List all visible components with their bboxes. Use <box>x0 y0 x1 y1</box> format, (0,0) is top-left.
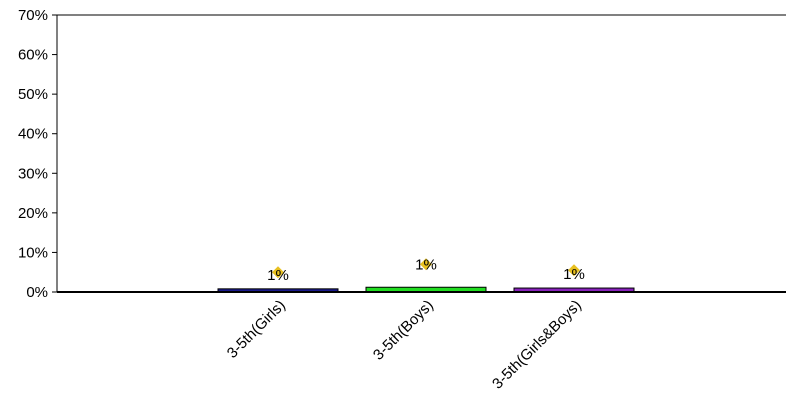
x-tick-label: 3-5th(Boys) <box>370 297 437 364</box>
data-labels-group: 1% 1% 1% <box>267 256 585 284</box>
y-tick-label: 10% <box>18 244 48 261</box>
y-axis-ticks: 0% 10% 20% 30% 40% 50% 60% 70% <box>18 7 57 301</box>
markers-group <box>272 258 580 279</box>
x-tick-label: 3-5th(Girls&Boys) <box>489 297 585 393</box>
y-tick-label: 30% <box>18 165 48 182</box>
y-tick-label: 70% <box>18 7 48 24</box>
y-tick-label: 60% <box>18 47 48 64</box>
data-label: 1% <box>415 256 437 273</box>
marker-diamond <box>272 266 284 279</box>
marker-diamond <box>420 258 432 271</box>
data-label: 1% <box>267 267 289 284</box>
x-tick-label: 3-5th(Girls) <box>224 297 289 362</box>
x-axis-labels: 3-5th(Girls) 3-5th(Boys) 3-5th(Girls&Boys) <box>224 297 585 393</box>
marker-diamond <box>568 264 580 277</box>
y-tick-label: 50% <box>18 86 48 103</box>
y-tick-label: 20% <box>18 205 48 222</box>
data-label: 1% <box>563 266 585 283</box>
y-tick-label: 40% <box>18 126 48 143</box>
y-tick-label: 0% <box>26 284 48 301</box>
